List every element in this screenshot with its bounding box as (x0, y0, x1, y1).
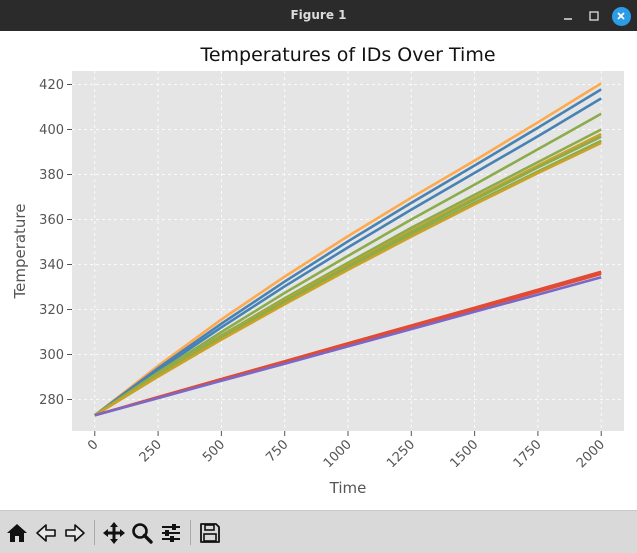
series-line (94, 112, 602, 417)
x-tick-label: 1250 (384, 437, 418, 471)
x-tick-label: 750 (263, 437, 291, 465)
line-chart: 0 250 500 750 1000 1250 1500 1750 2000 280 300 320… (11, 44, 624, 497)
zoom-button[interactable] (128, 519, 155, 546)
navigation-toolbar (0, 510, 637, 553)
home-button[interactable] (3, 519, 30, 546)
series-line (94, 141, 602, 417)
y-axis-label: Temperature (11, 203, 29, 299)
forward-arrow-icon (64, 523, 85, 542)
pan-button[interactable] (100, 519, 127, 546)
y-tick-label: 380 (39, 168, 64, 183)
window-titlebar: Figure 1 (0, 0, 637, 31)
toolbar-separator (94, 520, 95, 545)
minimize-icon (564, 18, 572, 20)
y-tick-label: 360 (39, 213, 64, 228)
maximize-icon (589, 11, 599, 21)
chart-title: Temperatures of IDs Over Time (199, 44, 495, 66)
forward-button[interactable] (61, 519, 88, 546)
configure-subplots-button[interactable] (157, 519, 184, 546)
y-axis-ticks: 280 300 320 340 360 380 400 420 (39, 78, 72, 408)
y-tick-label: 400 (39, 123, 64, 138)
home-icon (6, 523, 27, 542)
x-tick-label: 0 (85, 437, 101, 453)
close-icon (611, 6, 631, 26)
toolbar-separator (190, 520, 191, 545)
series-line (93, 82, 602, 417)
figure-canvas[interactable]: 0 250 500 750 1000 1250 1500 1750 2000 280 300 320… (0, 31, 637, 510)
y-tick-label: 340 (39, 258, 64, 273)
pan-icon (102, 521, 125, 544)
series-lines (93, 82, 602, 417)
back-button[interactable] (32, 519, 59, 546)
x-tick-label: 250 (137, 437, 165, 465)
y-tick-label: 280 (39, 393, 64, 408)
series-line (94, 276, 602, 417)
y-tick-label: 300 (39, 348, 64, 363)
x-tick-label: 500 (200, 437, 228, 465)
x-tick-label: 1000 (321, 437, 355, 471)
y-tick-label: 420 (39, 78, 64, 93)
series-line (94, 97, 602, 417)
save-icon (199, 522, 220, 543)
x-tick-label: 1500 (447, 437, 481, 471)
minimize-button[interactable] (558, 6, 578, 26)
close-button[interactable] (611, 6, 631, 26)
x-axis-ticks: 0 250 500 750 1000 1250 1500 1750 2000 (85, 431, 608, 471)
x-axis-label: Time (329, 479, 367, 497)
configure-subplots-icon (161, 523, 180, 542)
zoom-icon (131, 522, 153, 544)
save-button[interactable] (196, 519, 223, 546)
y-tick-label: 320 (39, 303, 64, 318)
maximize-button[interactable] (584, 6, 604, 26)
window-title: Figure 1 (290, 8, 347, 22)
x-tick-label: 1750 (511, 437, 545, 471)
series-line (94, 88, 602, 417)
back-arrow-icon (35, 523, 56, 542)
x-tick-label: 2000 (574, 437, 608, 471)
